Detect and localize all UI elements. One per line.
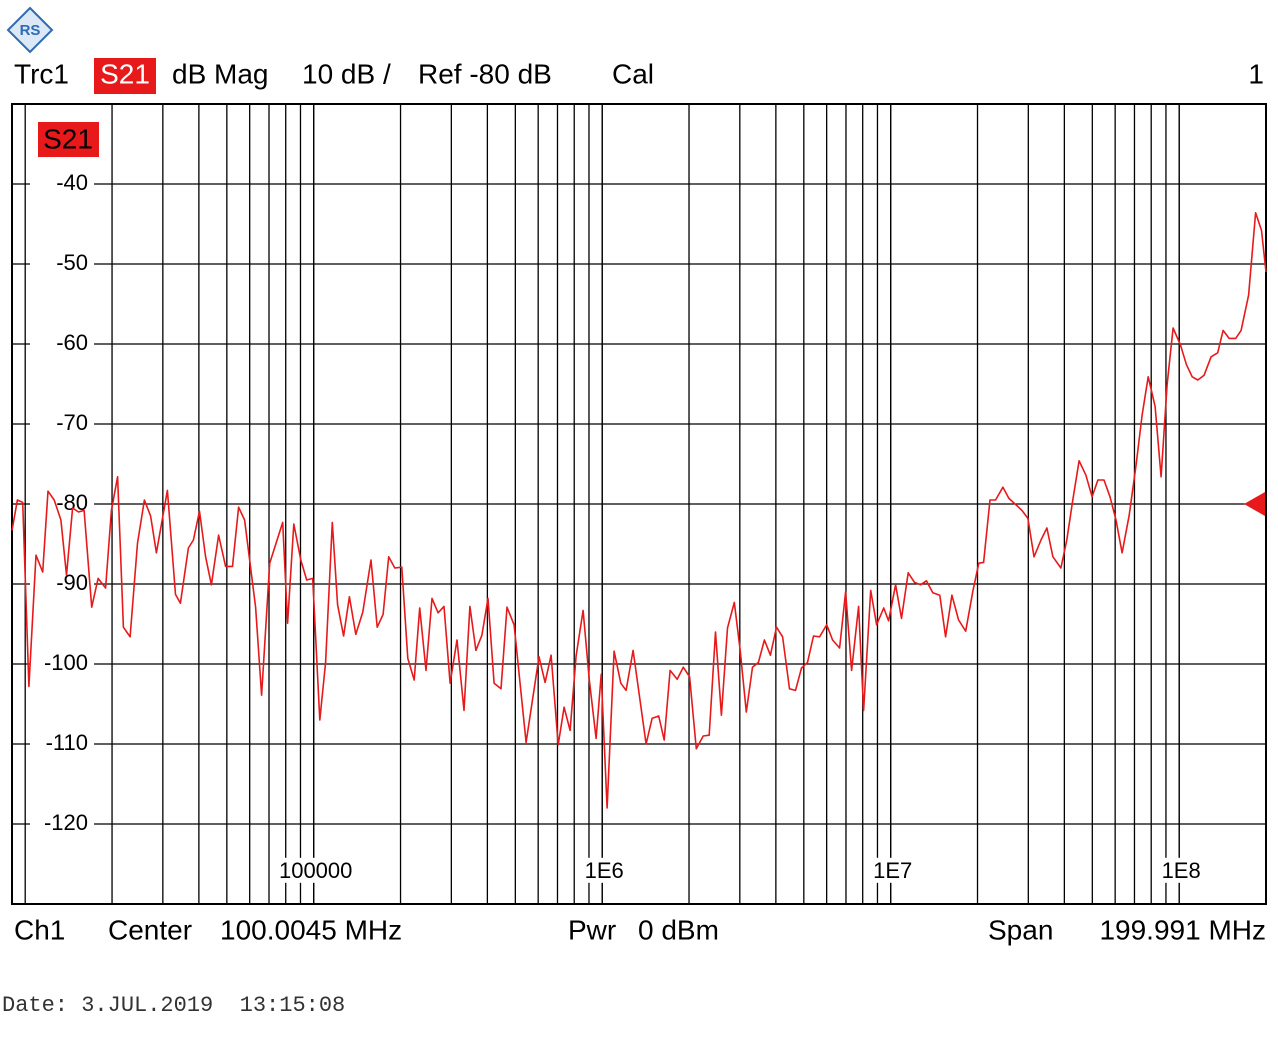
tick-label-bg [30, 412, 94, 436]
x-tick-label: 1E7 [873, 858, 912, 883]
span-value: 199.991 MHz [1099, 914, 1266, 945]
tick-label-bg [275, 857, 356, 883]
channel-number: 1 [1248, 58, 1264, 89]
scale-label: 10 dB / [302, 58, 391, 89]
trace-line [11, 212, 1267, 809]
x-tick-label: 100000 [279, 858, 352, 883]
tick-label-bg [30, 652, 94, 676]
center-value: 100.0045 MHz [220, 914, 402, 945]
plot-frame [11, 103, 1267, 905]
tick-label-bg [30, 732, 94, 756]
y-tick-label: -40 [56, 170, 88, 195]
power-label: Pwr [568, 914, 616, 945]
tick-label-bg [30, 332, 94, 356]
reference-marker [1244, 492, 1265, 516]
tick-label-bg [30, 172, 94, 196]
cal-label: Cal [612, 58, 654, 89]
format-label: dB Mag [172, 58, 269, 89]
legend-label: S21 [43, 123, 93, 154]
parameter-badge [94, 58, 156, 94]
tick-label-bg [1158, 857, 1204, 883]
y-tick-label: -60 [56, 330, 88, 355]
tick-label-bg [30, 252, 94, 276]
date-stamp: Date: 3.JUL.2019 13:15:08 [2, 993, 345, 1018]
y-tick-label: -70 [56, 410, 88, 435]
span-label: Span [988, 914, 1053, 945]
y-tick-label: -110 [46, 730, 88, 755]
y-tick-label: -120 [44, 810, 88, 835]
parameter-label: S21 [100, 58, 150, 89]
y-tick-label: -100 [44, 650, 88, 675]
trace-label: Trc1 [14, 58, 69, 89]
tick-label-bg [581, 857, 627, 883]
tick-label-bg [870, 857, 916, 883]
y-tick-label: -50 [56, 250, 88, 275]
y-tick-label: -90 [56, 570, 88, 595]
logo: RS [6, 6, 54, 54]
x-tick-label: 1E8 [1162, 858, 1201, 883]
power-value: 0 dBm [638, 914, 719, 945]
legend-badge [38, 122, 99, 157]
tick-label-bg [30, 572, 94, 596]
svg-text:RS: RS [20, 22, 41, 39]
tick-label-bg [30, 492, 94, 516]
center-label: Center [108, 914, 192, 945]
x-tick-label: 1E6 [585, 858, 624, 883]
channel-label: Ch1 [14, 914, 65, 945]
reference-label: Ref -80 dB [418, 58, 552, 89]
tick-label-bg [30, 812, 94, 836]
